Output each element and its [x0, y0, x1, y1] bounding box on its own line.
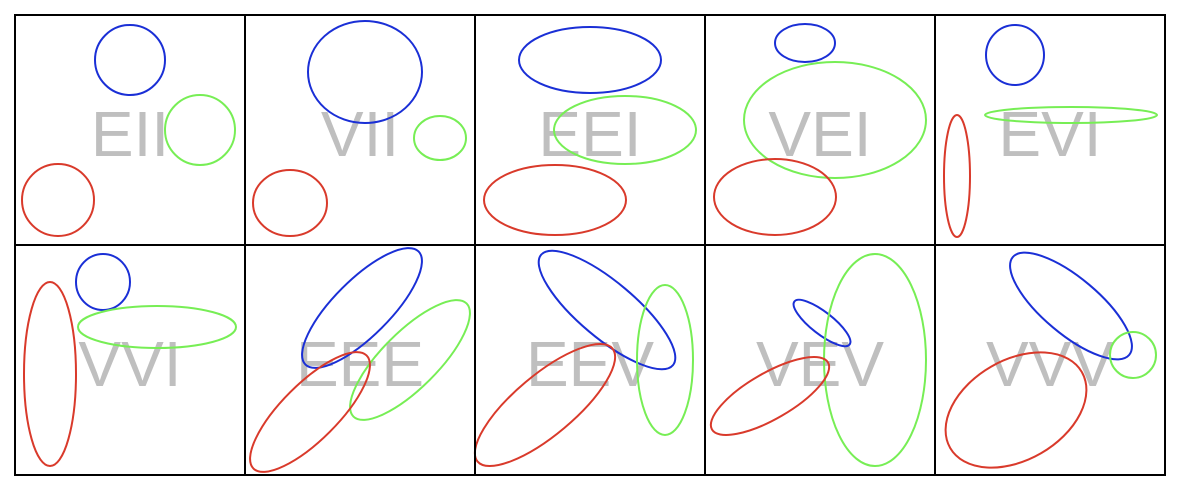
panel-10: VVV [925, 236, 1156, 490]
red-ellipse [22, 164, 94, 236]
red-ellipse [714, 159, 836, 235]
red-ellipse [253, 170, 327, 236]
panel-3: EEI [484, 27, 696, 235]
red-ellipse [24, 282, 76, 466]
panel-9: VEV [700, 254, 926, 466]
green-ellipse [414, 116, 466, 160]
panel-6: VVI [24, 254, 236, 466]
blue-ellipse [76, 254, 130, 310]
grid-lines [15, 15, 1165, 475]
panel-label: EEV [526, 328, 654, 400]
blue-ellipse [95, 25, 165, 95]
panel-label: VEV [756, 328, 884, 400]
blue-ellipse [519, 27, 661, 93]
panel-5: EVI [944, 25, 1157, 237]
panel-label: VII [321, 98, 399, 170]
red-ellipse [944, 115, 970, 237]
blue-ellipse [986, 25, 1044, 85]
panel-7: EEE [234, 232, 487, 489]
panel-1: EII [22, 25, 235, 236]
panel-label: VVV [986, 328, 1114, 400]
panel-8: EEV [458, 233, 693, 484]
red-ellipse [484, 165, 626, 235]
blue-ellipse [775, 24, 835, 62]
panel-2: VII [253, 21, 466, 236]
panel-label: EEE [296, 328, 424, 400]
panel-label: EII [91, 98, 169, 170]
green-ellipse [1110, 332, 1156, 378]
panel-4: VEI [714, 24, 926, 235]
green-ellipse [165, 95, 235, 165]
